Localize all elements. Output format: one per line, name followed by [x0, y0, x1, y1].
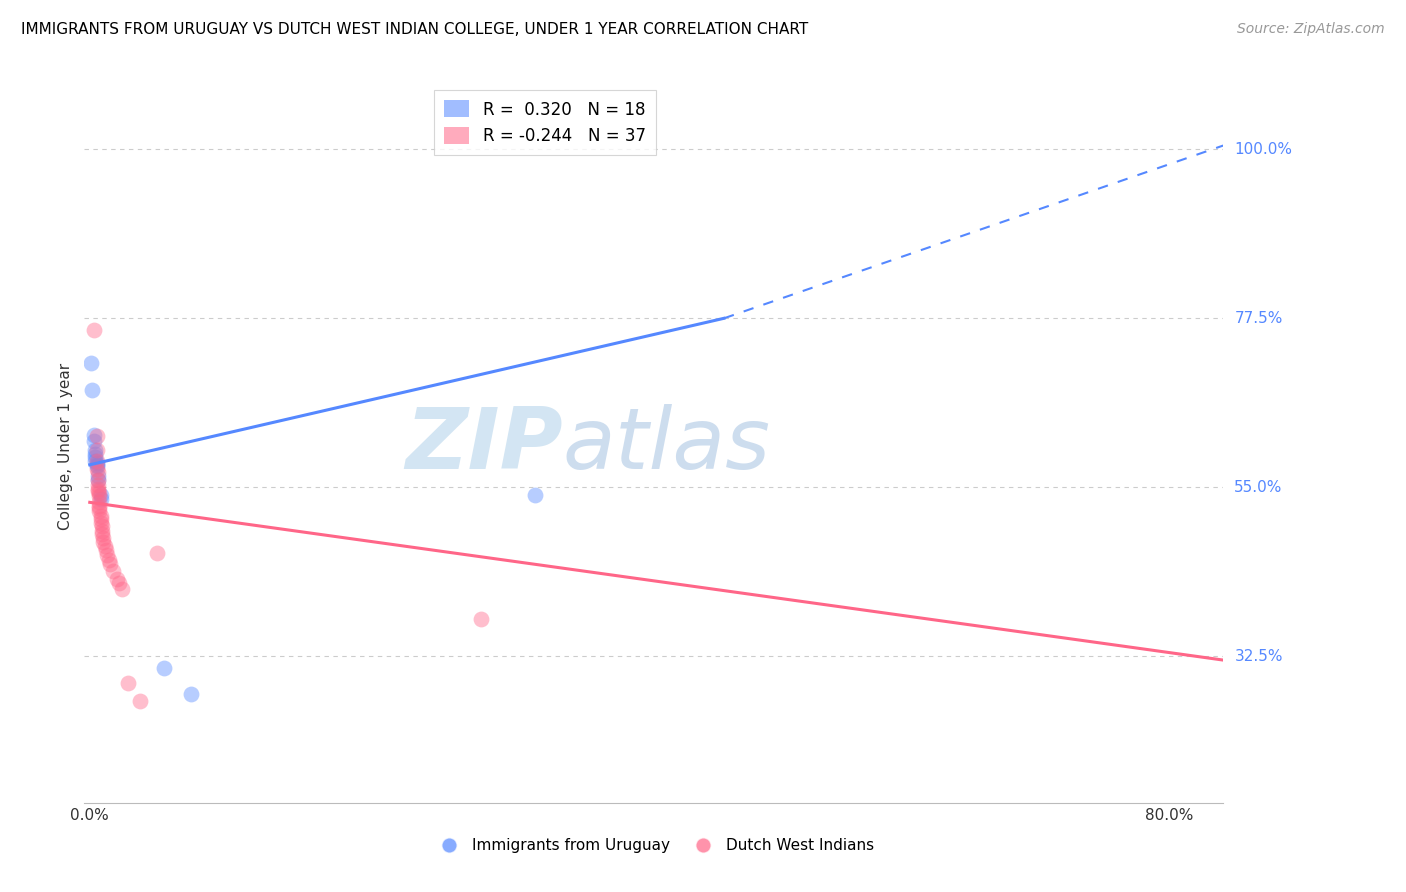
Text: Source: ZipAtlas.com: Source: ZipAtlas.com: [1237, 22, 1385, 37]
Point: [87, 473, 110, 487]
Point: [90, 491, 112, 506]
Point: [90, 519, 112, 533]
Point: [87, 465, 110, 479]
Point: [93, 539, 115, 553]
Point: [153, 660, 176, 674]
Text: ZIP: ZIP: [405, 404, 562, 488]
Point: [180, 687, 202, 701]
Point: [101, 565, 124, 579]
Point: [86, 442, 108, 457]
Point: [90, 488, 112, 502]
Point: [80, 356, 103, 370]
Point: [89, 495, 111, 509]
Point: [82, 383, 104, 397]
Point: [86, 459, 108, 474]
Point: [470, 612, 492, 626]
Point: [90, 512, 112, 526]
Point: [90, 527, 112, 541]
Text: atlas: atlas: [562, 404, 770, 488]
Point: [86, 458, 108, 472]
Point: [86, 429, 108, 443]
Point: [111, 582, 134, 596]
Point: [91, 532, 114, 546]
Point: [89, 499, 111, 513]
Point: [89, 504, 111, 518]
Point: [84, 450, 107, 465]
Point: [89, 486, 111, 500]
Point: [524, 488, 547, 502]
Text: 32.5%: 32.5%: [1234, 648, 1282, 664]
Point: [86, 461, 108, 475]
Point: [83, 434, 105, 448]
Point: [146, 546, 169, 560]
Point: [89, 489, 111, 503]
Point: [83, 322, 105, 336]
Text: 55.0%: 55.0%: [1234, 480, 1282, 495]
Point: [87, 478, 110, 492]
Point: [83, 427, 105, 442]
Point: [96, 548, 118, 562]
Point: [90, 524, 112, 538]
Point: [86, 454, 108, 468]
Point: [84, 446, 107, 460]
Point: [87, 484, 110, 499]
Point: [90, 508, 112, 523]
Point: [97, 553, 120, 567]
Point: [91, 535, 114, 549]
Point: [108, 576, 131, 591]
Point: [105, 572, 128, 586]
Point: [90, 516, 112, 531]
Point: [86, 456, 108, 470]
Point: [87, 473, 110, 487]
Text: IMMIGRANTS FROM URUGUAY VS DUTCH WEST INDIAN COLLEGE, UNDER 1 YEAR CORRELATION C: IMMIGRANTS FROM URUGUAY VS DUTCH WEST IN…: [21, 22, 808, 37]
Point: [128, 694, 150, 708]
Point: [98, 557, 121, 571]
Point: [87, 469, 110, 483]
Point: [84, 442, 107, 457]
Point: [94, 542, 117, 557]
Text: 100.0%: 100.0%: [1234, 142, 1292, 157]
Point: [117, 675, 139, 690]
Point: [84, 454, 107, 468]
Y-axis label: College, Under 1 year: College, Under 1 year: [58, 362, 73, 530]
Text: 77.5%: 77.5%: [1234, 310, 1282, 326]
Legend: Immigrants from Uruguay, Dutch West Indians: Immigrants from Uruguay, Dutch West Indi…: [427, 832, 880, 859]
Point: [89, 501, 111, 516]
Point: [87, 482, 110, 496]
